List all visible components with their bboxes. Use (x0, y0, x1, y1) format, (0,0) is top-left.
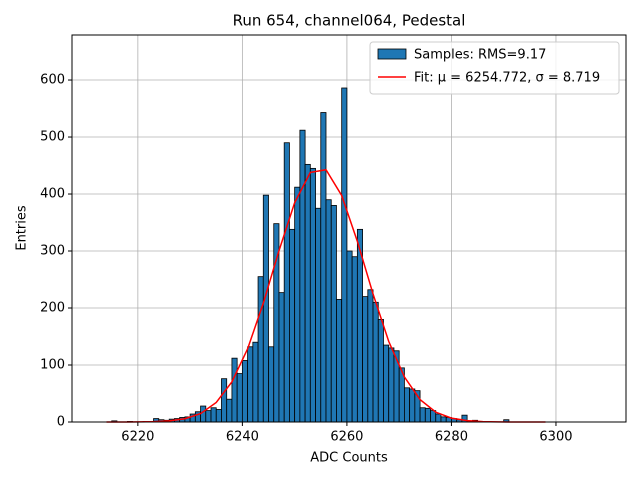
fit-line (106, 168, 546, 423)
x-tick-label: 6260 (330, 430, 363, 445)
bar (210, 407, 217, 423)
legend-label: Samples: RMS=9.17 (414, 48, 546, 63)
bar (215, 409, 222, 423)
y-tick-label: 400 (40, 187, 65, 202)
bar (367, 289, 374, 423)
plot-frame (71, 34, 627, 423)
bar (320, 112, 327, 423)
bar (315, 207, 322, 423)
bar (351, 256, 358, 423)
x-tick-label: 6300 (539, 430, 572, 445)
bar (231, 357, 238, 423)
bar (419, 407, 426, 423)
legend-label: Fit: μ = 6254.772, σ = 8.719 (414, 71, 600, 86)
bar (346, 250, 353, 423)
bar (236, 373, 243, 423)
bar (200, 405, 207, 423)
bar (268, 346, 275, 423)
bar (278, 292, 285, 423)
bar (388, 347, 395, 423)
bar (362, 296, 369, 423)
bar (377, 319, 384, 423)
bar (289, 228, 296, 423)
bar (205, 410, 212, 423)
bar (226, 398, 233, 423)
bar (262, 194, 269, 423)
bar (409, 388, 416, 423)
x-tick-label: 6280 (435, 430, 468, 445)
bar (336, 299, 343, 423)
chart-title: Run 654, channel064, Pedestal (233, 12, 466, 30)
x-axis-label: ADC Counts (310, 451, 388, 466)
y-tick-label: 500 (40, 130, 65, 145)
y-axis-label: Entries (15, 205, 30, 251)
bar (330, 205, 337, 423)
x-tick-label: 6240 (226, 430, 259, 445)
bar (304, 163, 311, 423)
bar (440, 416, 447, 423)
bar (221, 378, 228, 423)
y-tick-label: 100 (40, 358, 65, 373)
bar (435, 413, 442, 423)
bar (325, 199, 332, 423)
y-tick-label: 600 (40, 73, 65, 88)
bar (294, 186, 301, 423)
bar (299, 129, 306, 423)
bar (252, 341, 259, 423)
y-tick-label: 300 (40, 244, 65, 259)
legend-swatch (377, 48, 407, 60)
bar (283, 142, 290, 423)
y-tick-label: 0 (57, 415, 65, 430)
y-tick-label: 200 (40, 301, 65, 316)
bar (393, 350, 400, 423)
bar (403, 387, 411, 423)
bar (257, 276, 264, 423)
x-tick-label: 6220 (121, 430, 154, 445)
bar (424, 407, 431, 423)
legend-box (369, 41, 620, 95)
bar (341, 87, 348, 423)
bar (247, 346, 254, 423)
bar (372, 301, 379, 423)
bar (241, 360, 249, 423)
bar (309, 167, 316, 423)
bar (383, 344, 390, 423)
